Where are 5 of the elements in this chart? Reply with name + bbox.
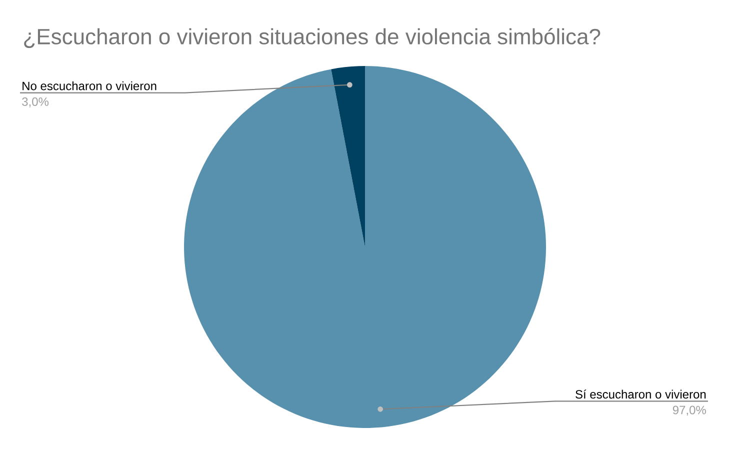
- slice-label: Sí escucharon o vivieron: [576, 390, 706, 399]
- chart-title: ¿Escucharon o vivieron situaciones de violencia simbólica?: [24, 28, 600, 48]
- data-label: 97,0%: [672, 406, 706, 416]
- data-label: 3,0%: [22, 97, 49, 108]
- slice-label: No escucharon o vivieron: [22, 81, 156, 90]
